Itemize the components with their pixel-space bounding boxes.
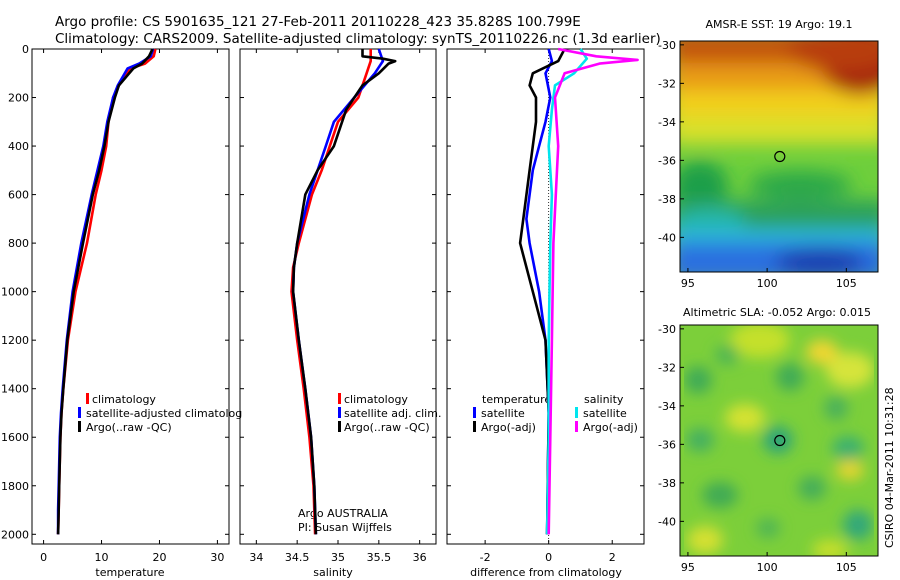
legend-label-argo: Argo(..raw -QC) <box>344 421 430 434</box>
legend-heading-salinity: salinity <box>584 393 624 406</box>
difference-panel: difference from climatology temperature … <box>446 47 645 579</box>
float-note-line1: Argo AUSTRALIA <box>298 507 388 520</box>
legend-swatch-satellite <box>338 407 341 418</box>
sst-map-panel: AMSR-E SST: 19 Argo: 19.1 95 100 105 -30 -32 <box>658 18 879 290</box>
sst-map-title: AMSR-E SST: 19 Argo: 19.1 <box>705 18 852 31</box>
temperature-xlabel: temperature <box>95 566 164 579</box>
figure-title-line2: Climatology: CARS2009. Satellite-adjuste… <box>55 31 661 47</box>
map-x-tick-label: 105 <box>836 277 857 290</box>
y-tick-label: 1600 <box>1 431 29 444</box>
y-tick-label: 600 <box>8 189 29 202</box>
series-line-argo-raw-qc- <box>291 49 397 535</box>
temperature-axes-frame <box>31 48 230 545</box>
map-y-tick-label: -32 <box>658 77 676 90</box>
series-line-satellite-adjusted-climatolog <box>56 48 155 535</box>
map-y-tick-label: -38 <box>658 193 676 206</box>
map-y-tick-label: -36 <box>658 438 676 451</box>
legend-swatch-sal-argo <box>575 421 578 432</box>
difference-axes-frame <box>446 48 645 545</box>
series-line-salinity-argo-adj- <box>547 47 639 535</box>
difference-xlabel: difference from climatology <box>470 566 622 579</box>
legend-swatch-temp-argo <box>473 421 476 432</box>
map-y-tick-label: -34 <box>658 400 676 413</box>
series-line-climatology <box>290 49 373 535</box>
x-tick-label: 0 <box>545 551 552 564</box>
map-y-tick-label: -30 <box>658 39 676 52</box>
sla-map-frame <box>679 324 879 557</box>
sst-map-frame <box>679 40 879 273</box>
salinity-panel: salinity climatology satellite adj. clim… <box>239 48 441 579</box>
sst-heatmap <box>680 41 878 272</box>
map-y-tick-label: -40 <box>658 231 676 244</box>
legend-label-satellite: satellite adj. clim. <box>344 407 441 420</box>
legend-label-sal-argo: Argo(-adj) <box>583 421 638 434</box>
legend-swatch-argo <box>338 421 341 432</box>
y-tick-label: 400 <box>8 140 29 153</box>
y-tick-label: 800 <box>8 237 29 250</box>
series-line-temperature-argo-adj- <box>518 48 566 535</box>
legend-swatch-sal-satellite <box>575 407 578 418</box>
legend-label-argo: Argo(..raw -QC) <box>86 421 172 434</box>
map-x-tick-label: 95 <box>681 277 695 290</box>
legend-label-temp-satellite: satellite <box>481 407 525 420</box>
x-tick-label: 35.5 <box>367 551 392 564</box>
map-y-tick-label: -38 <box>658 477 676 490</box>
legend-swatch-satellite <box>78 407 81 418</box>
map-y-tick-label: -36 <box>658 154 676 167</box>
legend-heading-temperature: temperature <box>482 393 551 406</box>
sla-float-marker <box>774 434 786 447</box>
map-y-tick-label: -32 <box>658 361 676 374</box>
legend-label-sal-satellite: satellite <box>583 407 627 420</box>
temperature-legend: climatology satellite-adjusted climatolo… <box>78 393 242 434</box>
salinity-xlabel: salinity <box>313 566 353 579</box>
legend-swatch-temp-satellite <box>473 407 476 418</box>
legend-swatch-climatology <box>338 393 341 404</box>
sla-map-title: Altimetric SLA: -0.052 Argo: 0.015 <box>683 306 871 319</box>
sst-float-marker <box>774 150 786 163</box>
y-tick-label: 1800 <box>1 480 29 493</box>
y-tick-label: 1200 <box>1 334 29 347</box>
x-tick-label: 20 <box>152 551 166 564</box>
series-line-argo-raw-qc- <box>56 48 154 535</box>
x-tick-label: 10 <box>95 551 109 564</box>
x-tick-label: 0 <box>40 551 47 564</box>
difference-legend: temperature salinity satellite Argo(-adj… <box>473 393 638 434</box>
x-tick-label: 36 <box>413 551 427 564</box>
figure-title-line1: Argo profile: CS 5901635_121 27-Feb-2011… <box>55 14 581 30</box>
y-tick-label: 1400 <box>1 383 29 396</box>
float-note-line2: PI: Susan Wijffels <box>298 521 392 534</box>
credit-text: CSIRO 04-Mar-2011 10:31:28 <box>883 387 896 548</box>
temperature-panel: temperature climatology satellite-adjust… <box>1 43 242 579</box>
legend-swatch-climatology <box>86 393 89 404</box>
sla-map-panel: Altimetric SLA: -0.052 Argo: 0.015 <box>658 306 879 574</box>
x-tick-label: 30 <box>210 551 224 564</box>
map-y-tick-label: -30 <box>658 323 676 336</box>
y-tick-label: 1000 <box>1 286 29 299</box>
legend-label-satellite: satellite-adjusted climatolog <box>86 407 242 420</box>
legend-label-temp-argo: Argo(-adj) <box>481 421 536 434</box>
x-tick-label: 2 <box>609 551 616 564</box>
legend-label-climatology: climatology <box>344 393 408 406</box>
y-tick-label: 2000 <box>1 528 29 541</box>
y-tick-label: 200 <box>8 92 29 105</box>
x-tick-label: 34 <box>249 551 263 564</box>
x-tick-label: -2 <box>480 551 491 564</box>
map-x-tick-label: 100 <box>757 561 778 574</box>
map-x-tick-label: 95 <box>681 561 695 574</box>
y-tick-label: 0 <box>22 43 29 56</box>
salinity-legend: climatology satellite adj. clim. Argo(..… <box>338 393 441 434</box>
x-tick-label: 34.5 <box>285 551 310 564</box>
legend-label-climatology: climatology <box>92 393 156 406</box>
legend-swatch-argo <box>78 421 81 432</box>
map-x-tick-label: 105 <box>836 561 857 574</box>
map-x-tick-label: 100 <box>757 277 778 290</box>
map-y-tick-label: -40 <box>658 515 676 528</box>
map-y-tick-label: -34 <box>658 116 676 129</box>
sla-heatmap <box>680 325 878 556</box>
x-tick-label: 35 <box>331 551 345 564</box>
